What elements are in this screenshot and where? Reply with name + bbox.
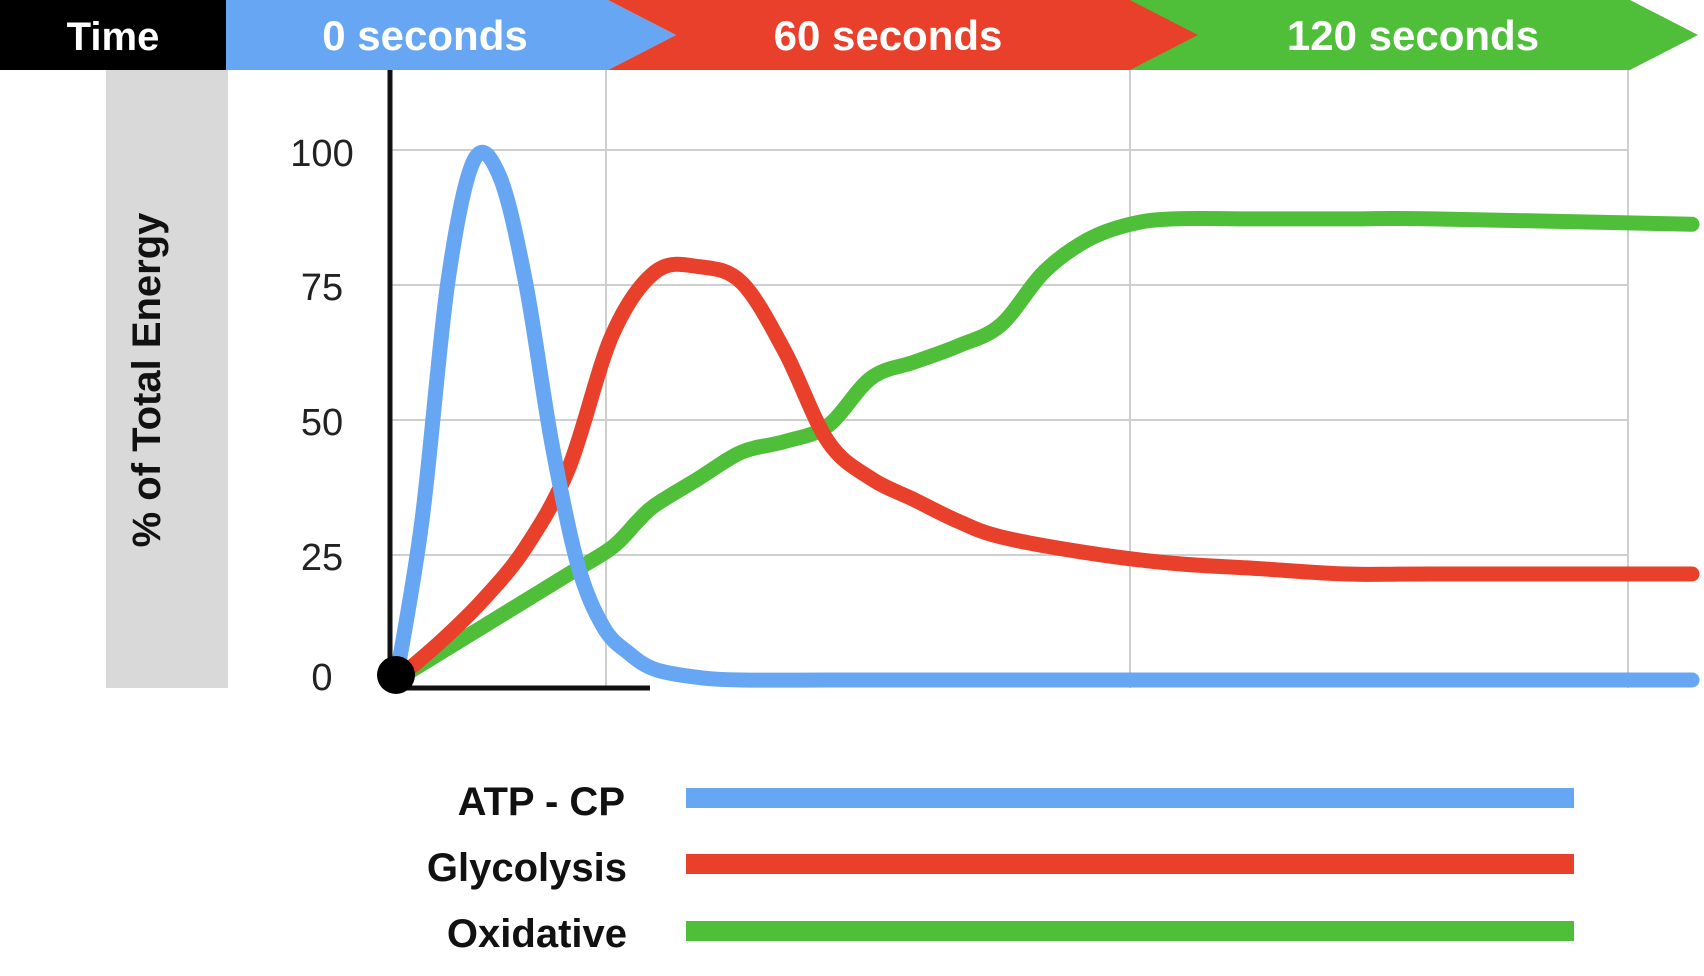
- time-segment-1-label: 60 seconds: [774, 12, 1003, 59]
- series-line-oxidative: [388, 211, 1700, 688]
- time-label-box: [0, 0, 226, 70]
- y-tick-labels: 0 25 50 75 100: [290, 133, 353, 699]
- y-tick-label: 75: [301, 267, 343, 309]
- legend-swatch-oxidative: [686, 921, 1574, 941]
- time-segment-2-arrow: [1130, 0, 1698, 70]
- time-label: Time: [67, 15, 160, 59]
- series-line-glycolysis: [388, 256, 1700, 688]
- legend-swatch-atp-cp: [686, 788, 1574, 808]
- origin-point: [377, 656, 415, 694]
- legend: ATP - CP Glycolysis Oxidative: [427, 780, 1574, 956]
- y-axis-label: % of Total Energy: [125, 212, 169, 548]
- y-tick-label: 50: [301, 402, 343, 444]
- legend-label-atp-cp: ATP - CP: [458, 780, 625, 824]
- y-tick-label: 25: [301, 537, 343, 579]
- series-lines: [388, 145, 1700, 688]
- y-tick-label: 0: [311, 657, 332, 699]
- y-tick-label: 100: [290, 133, 353, 175]
- legend-swatch-glycolysis: [686, 854, 1574, 874]
- gridlines: [390, 70, 1629, 688]
- time-header-bar: Time 0 seconds 60 seconds 120 seconds: [0, 0, 1698, 70]
- legend-label-glycolysis: Glycolysis: [427, 846, 627, 890]
- time-segment-2-label: 120 seconds: [1287, 12, 1539, 59]
- time-segment-0-arrow: [226, 0, 676, 70]
- time-segment-0-label: 0 seconds: [322, 12, 527, 59]
- series-line-atp-cp: [388, 145, 1700, 688]
- legend-label-oxidative: Oxidative: [447, 912, 627, 956]
- y-axis-label-panel: [106, 70, 228, 688]
- time-segment-1-arrow: [608, 0, 1198, 70]
